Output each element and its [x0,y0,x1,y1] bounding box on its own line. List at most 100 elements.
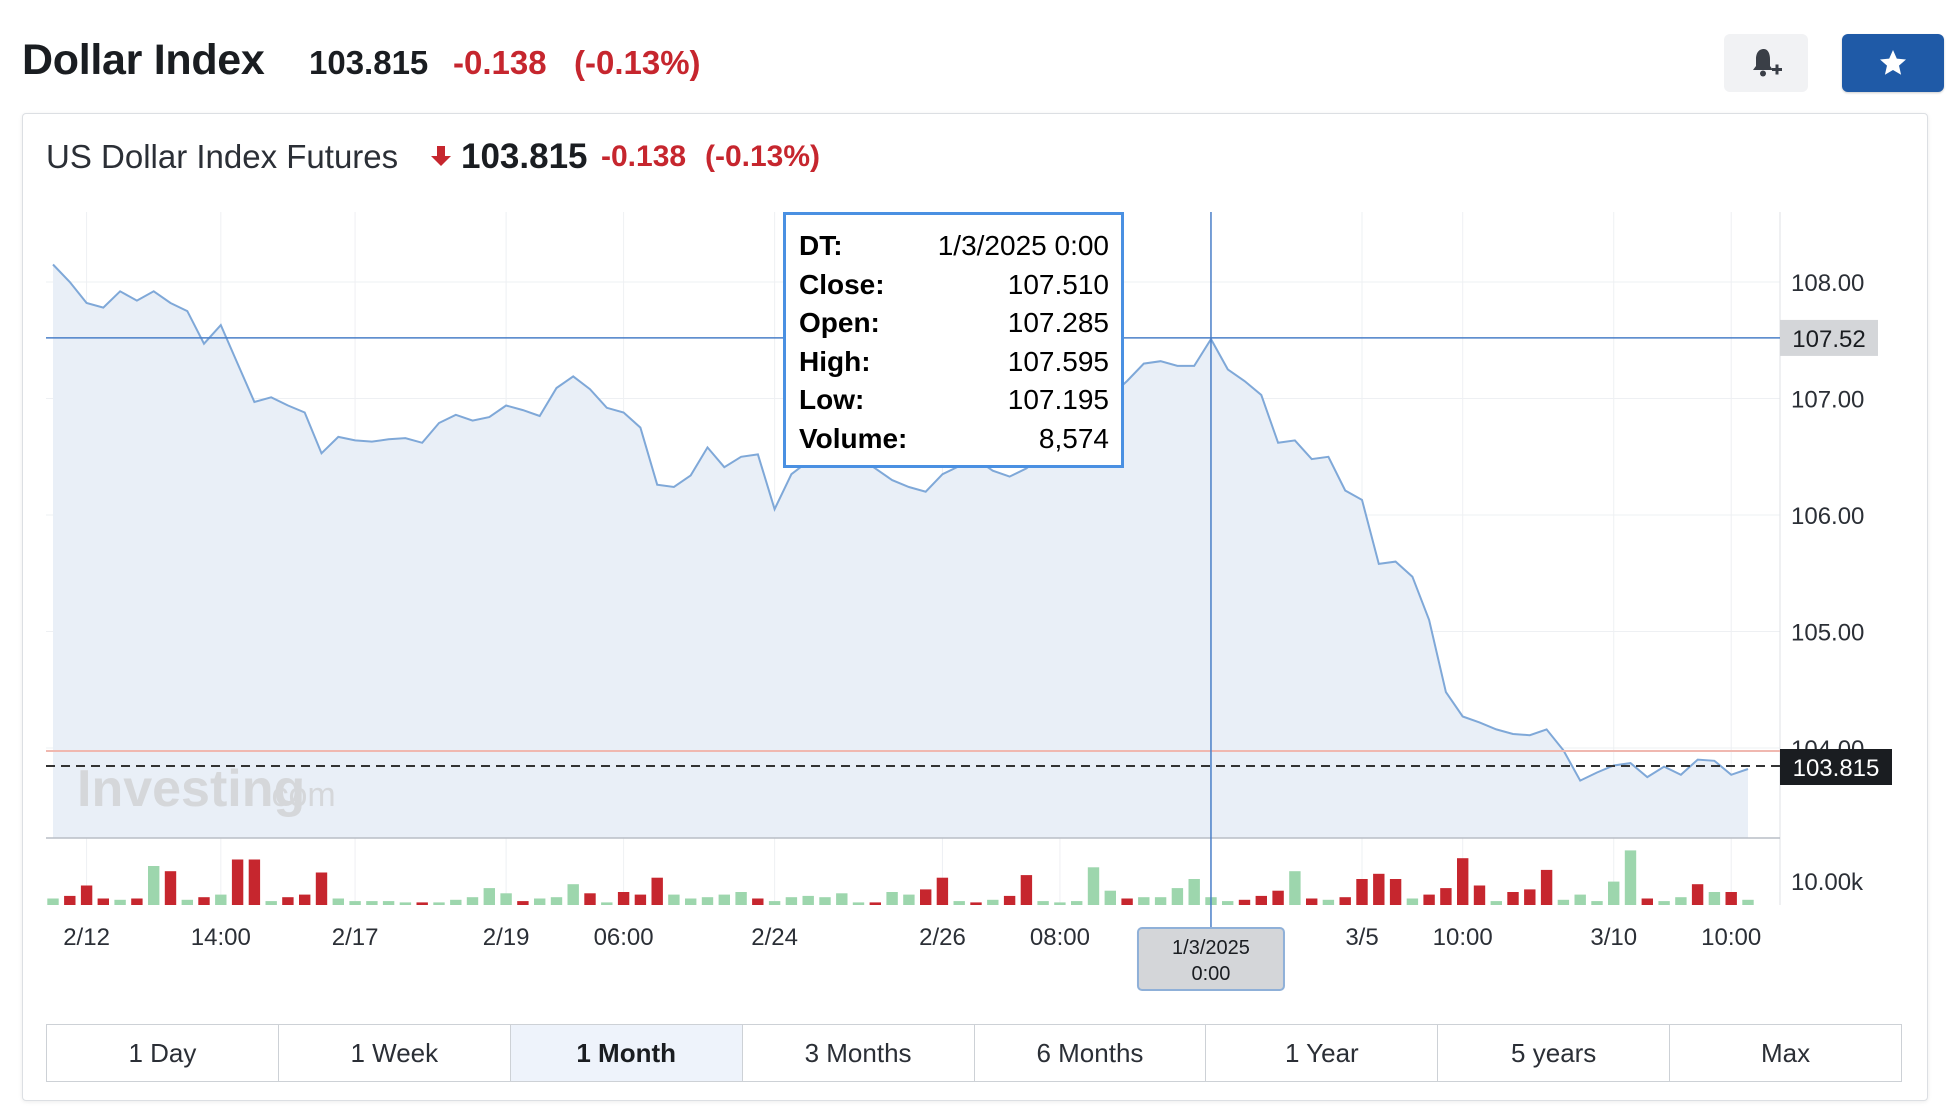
volume-bar [114,899,126,905]
x-tick-label: 08:00 [1030,924,1090,951]
price-area [53,264,1748,838]
volume-bar [685,898,697,905]
volume-bar [953,901,965,905]
volume-bar [836,893,848,905]
volume-bar [1255,895,1267,905]
volume-bar [1188,879,1200,905]
tooltip-volume-label: Volume: [799,422,908,454]
volume-bar [416,902,428,905]
volume-bar [1373,873,1385,905]
x-tick-label: 10:00 [1701,924,1761,951]
volume-bar [1473,885,1486,905]
volume-bar [668,894,680,905]
tooltip-row-close: Close: 107.510 [799,266,1109,305]
tooltip-close-value: 107.510 [1007,268,1109,300]
volume-bar [617,892,630,905]
volume-bar [601,902,613,905]
bell-plus-icon [1753,49,1782,77]
volume-bar [1658,901,1670,905]
tooltip-volume-value: 8,574 [1038,422,1109,454]
x-tick-label: 2/12 [63,924,110,951]
instrument-price: 103.815 [461,137,588,176]
volume-bar [1087,867,1100,905]
x-tick-label: 2/26 [919,924,966,951]
volume-bar [970,902,982,905]
star-icon [1880,50,1906,75]
volume-bar [1540,869,1553,905]
tooltip-high-value: 107.595 [1007,345,1109,377]
volume-bar [164,871,177,905]
current-price-label: 103.815 [1793,755,1880,782]
volume-bar [534,898,546,905]
volume-bar [349,901,361,905]
tab-1-day[interactable]: 1 Day [47,1025,279,1081]
volume-bar [131,898,143,905]
volume-bar [1708,892,1721,905]
tooltip-row-open: Open: 107.285 [799,304,1109,343]
volume-bar [382,901,395,905]
tooltip-low-value: 107.195 [1007,384,1109,415]
volume-bar [852,902,865,905]
volume-bar [1138,897,1150,905]
volume-bar [97,898,109,905]
x-tick-label: 14:00 [191,924,251,951]
ohlc-tooltip: DT: 1/3/2025 0:00 Close: 107.510 Open: 107.… [783,212,1124,468]
header-change: -0.138 [453,44,547,81]
volume-bar [567,884,579,905]
volume-bar [64,895,76,905]
range-tabs: 1 Day 1 Week 1 Month 3 Months 6 Months 1… [46,1024,1902,1082]
volume-bar [231,859,244,905]
volume-bar [332,898,344,905]
tooltip-open-label: Open: [799,307,880,338]
tab-max[interactable]: Max [1761,1037,1811,1068]
volume-bar [1691,884,1704,905]
volume-bar [1591,901,1603,905]
y-tick-label: 106.00 [1791,503,1864,530]
y-tick-label: 105.00 [1791,620,1864,647]
volume-bar [550,897,563,905]
volume-tick-label: 10.00k [1791,869,1864,896]
volume-bar [1557,899,1570,905]
tooltip-dt-label: DT: [799,230,843,261]
volume-bar [198,897,210,905]
volume-bar [869,902,881,905]
tab-1-year[interactable]: 1 Year [1206,1025,1439,1081]
crosshair-price-tag: 107.52 [1780,319,1878,356]
volume-bar [1238,899,1251,905]
volume-bar [718,894,730,905]
price-line [52,263,1749,782]
watermark: Investing .com [77,760,336,818]
add-alert-button[interactable] [1724,34,1808,92]
tab-3-months[interactable]: 3 Months [743,1025,975,1081]
instrument-change: -0.138 [601,140,687,173]
volume-bar [1457,858,1469,905]
tab-5-years[interactable]: 5 years [1438,1025,1671,1081]
volume-bar [450,899,462,905]
tab-1-month[interactable]: 1 Month [510,1025,743,1081]
volume-bar [1641,898,1653,905]
crosshair-price-label: 107.52 [1792,326,1865,353]
x-tick-label: 3/10 [1590,924,1637,951]
price-chart[interactable]: 108.00107.00106.00105.00104.0010.00k2/12… [0,0,1948,1000]
volume-bar [886,892,898,905]
volume-bar [148,866,160,905]
volume-bar [1037,901,1049,905]
watchlist-star-button[interactable] [1842,34,1944,92]
x-tick-label: 2/17 [332,924,379,951]
volume-bar [752,898,764,905]
volume-bar [802,895,814,905]
volume-bar [466,897,479,905]
volume-bar [433,902,445,905]
tab-1-week[interactable]: 1 Week [279,1025,511,1081]
volume-bar [517,901,529,905]
volume-bar [903,894,915,905]
volume-bar [1608,881,1620,905]
crosshair-date-tag: 1/3/2025 0:00 [1136,927,1285,991]
volume-bar [215,894,227,905]
volume-bar [299,894,311,905]
tooltip-high-label: High: [799,345,871,377]
volume-bar [634,894,647,905]
volume-bar [1171,888,1184,905]
tab-6-months[interactable]: 6 Months [975,1025,1207,1081]
volume-bar [1003,895,1016,905]
